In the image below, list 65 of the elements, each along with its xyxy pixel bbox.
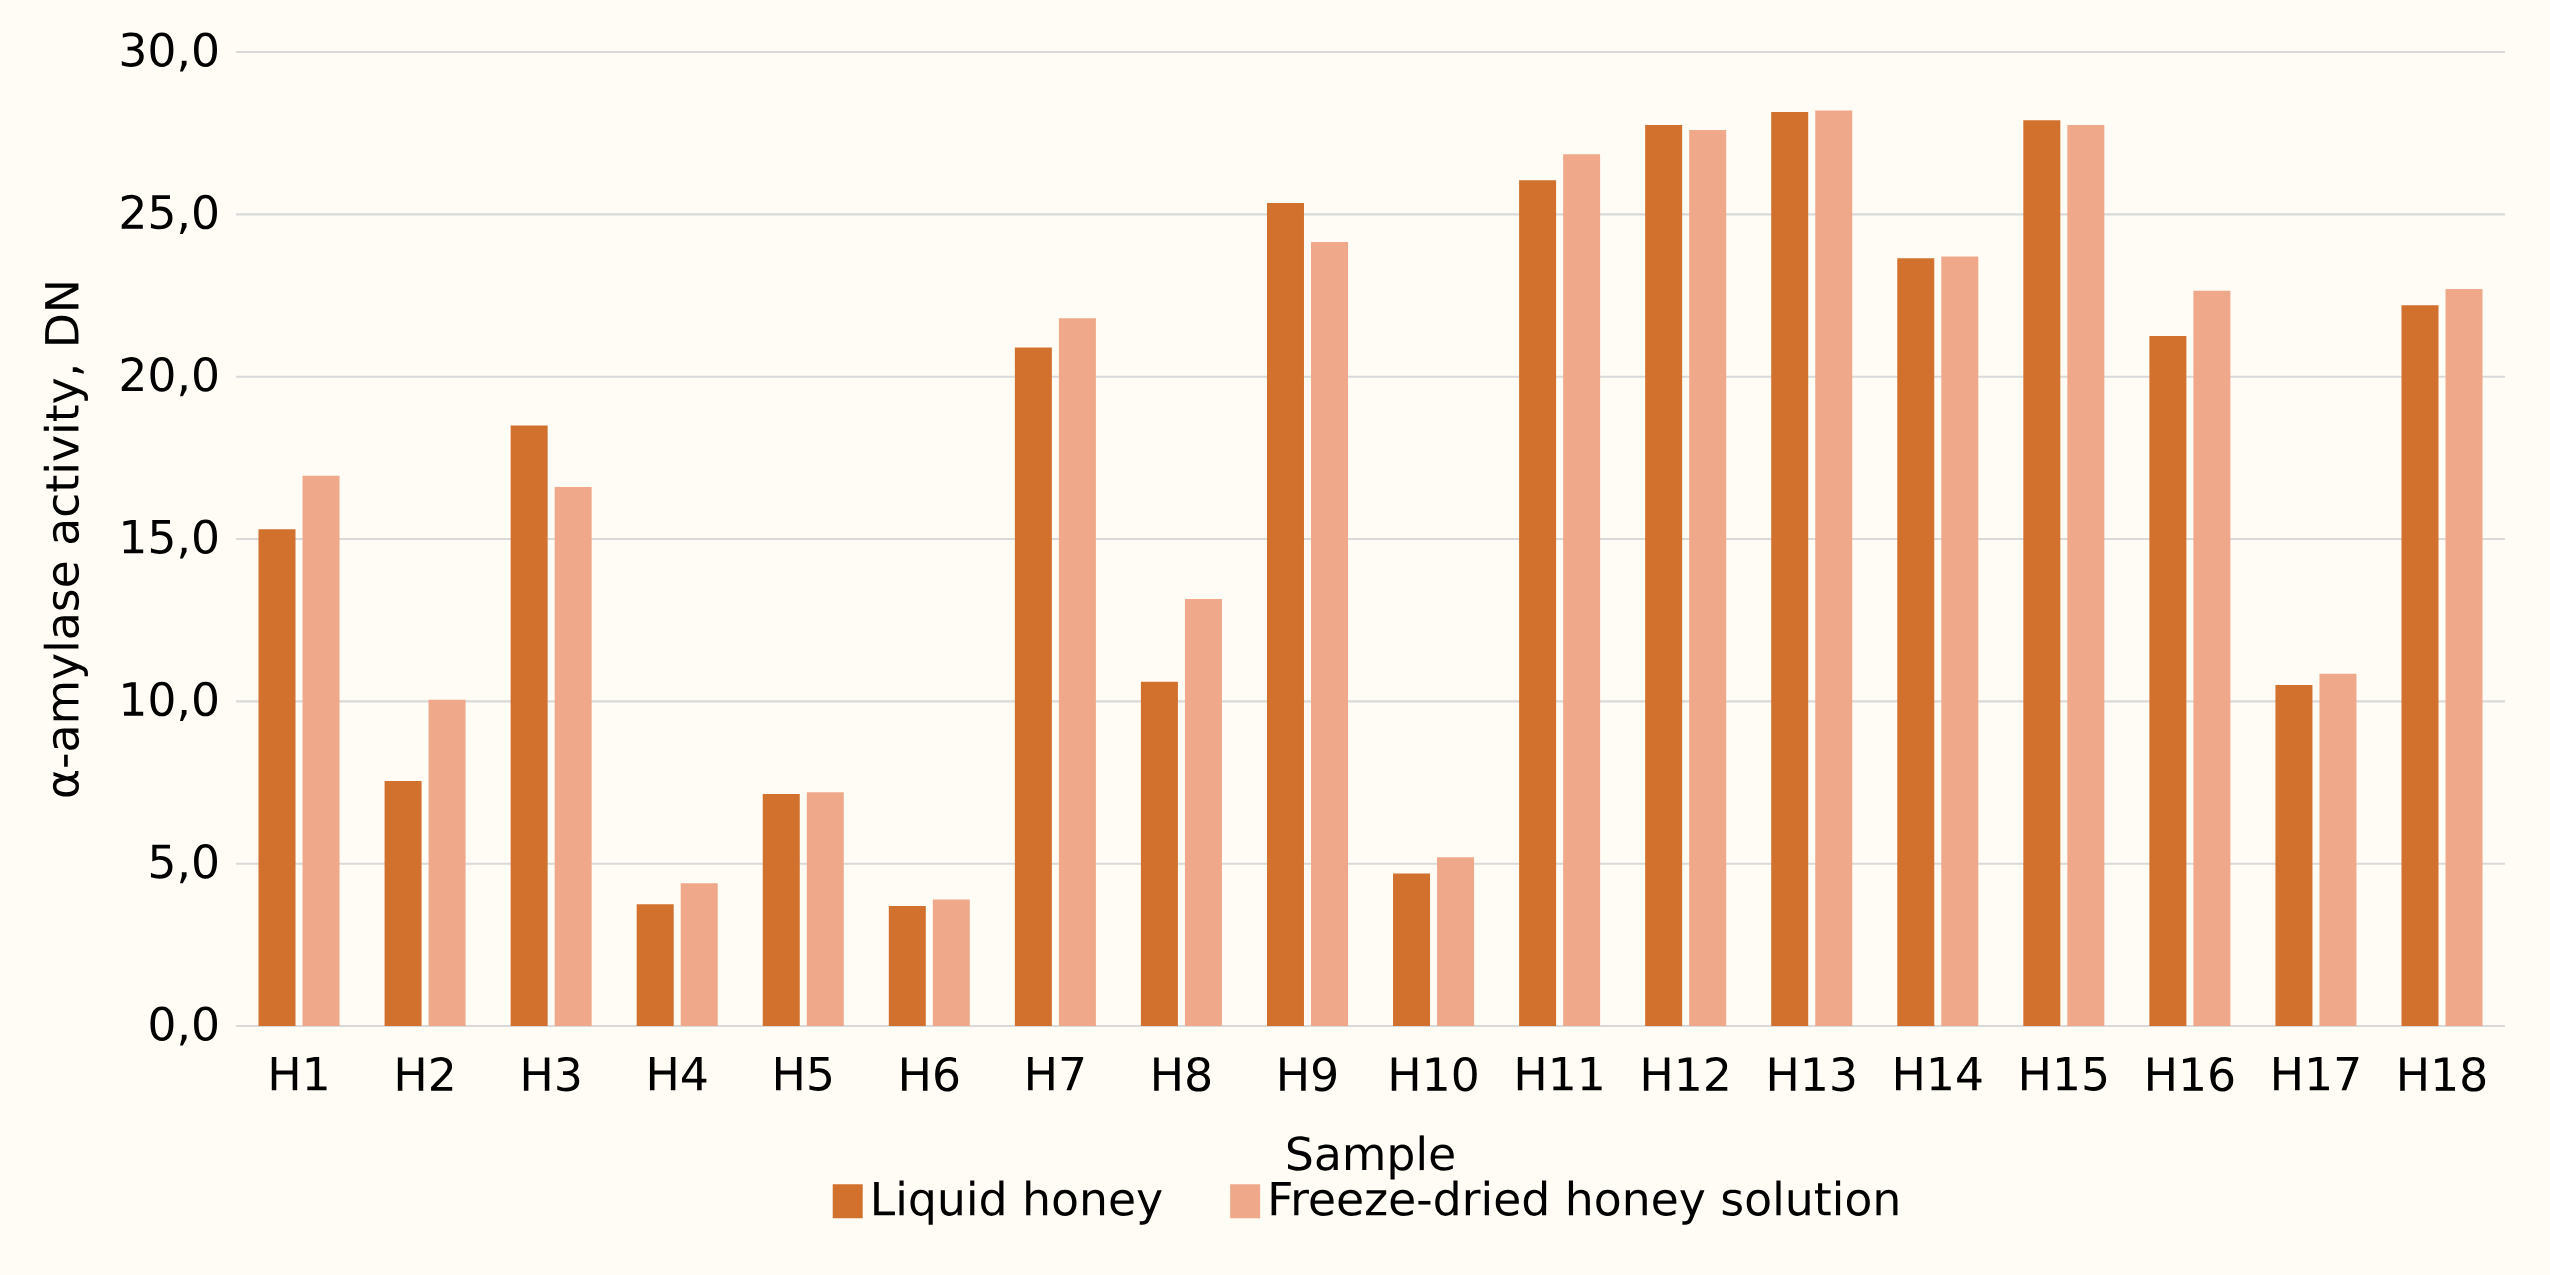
bar (680, 883, 718, 1027)
bar (2067, 125, 2105, 1027)
x-tick-label: H9 (1280, 1056, 1336, 1092)
bar (1014, 347, 1052, 1027)
bar (1311, 241, 1349, 1027)
bar (1393, 873, 1431, 1027)
bar (1941, 256, 1979, 1027)
y-tick-label: 20,0 (121, 357, 217, 397)
y-tick-label: 5,0 (150, 844, 218, 884)
bar (302, 475, 340, 1027)
bar (1815, 110, 1853, 1027)
legend-label: Freeze-dried honey solution (1271, 1180, 1898, 1225)
x-tick-label: H12 (1643, 1056, 1728, 1091)
x-tick-label: H4 (649, 1056, 707, 1091)
bar (554, 487, 592, 1027)
y-tick-label: 0,0 (150, 1006, 218, 1046)
bar (1058, 318, 1096, 1027)
bar (1184, 599, 1222, 1027)
y-tick-label: 25,0 (121, 194, 217, 234)
x-tick-label: H18 (2400, 1056, 2486, 1092)
bar (1519, 180, 1557, 1027)
bar (2149, 336, 2187, 1027)
bar (1771, 112, 1809, 1027)
bar (258, 529, 296, 1027)
x-tick-label: H11 (1517, 1056, 1602, 1091)
y-tick-label: 10,0 (123, 681, 217, 721)
x-axis-title: Sample (1287, 1135, 1454, 1180)
legend-label: Liquid honey (874, 1180, 1162, 1225)
bar (1140, 681, 1178, 1027)
x-tick-label: H8 (1154, 1056, 1211, 1092)
bar (2193, 290, 2231, 1027)
bar (1266, 202, 1304, 1027)
bar (2023, 120, 2061, 1027)
x-tick-label: H17 (2274, 1056, 2359, 1091)
bar (2401, 305, 2439, 1027)
bar (2319, 673, 2357, 1027)
x-tick-label: H15 (2022, 1056, 2107, 1091)
bar (932, 899, 970, 1027)
bar (636, 904, 674, 1027)
y-axis-title: α-amylase activity, DN (43, 283, 88, 797)
bar (1689, 129, 1727, 1027)
x-tick-label: H3 (523, 1056, 580, 1092)
bar (2275, 685, 2313, 1027)
x-tick-label: H7 (1028, 1056, 1084, 1091)
x-tick-label: H14 (1896, 1056, 1982, 1091)
x-tick-label: H6 (902, 1056, 959, 1092)
x-tick-label: H10 (1391, 1056, 1477, 1092)
y-tick-label: 15,0 (123, 519, 217, 559)
bar (1437, 857, 1475, 1027)
bar (1645, 125, 1683, 1027)
bar (384, 780, 422, 1027)
y-tick-label: 30,0 (121, 32, 217, 72)
bar (2445, 289, 2483, 1027)
bar (428, 699, 466, 1027)
x-tick-label: H2 (397, 1056, 453, 1091)
bar (762, 793, 800, 1027)
bar (510, 425, 548, 1027)
bar (1563, 154, 1601, 1027)
bar (806, 792, 844, 1027)
x-tick-label: H5 (776, 1056, 831, 1091)
x-tick-label: H1 (271, 1056, 327, 1091)
bar (888, 905, 926, 1027)
x-tick-label: H13 (1769, 1056, 1855, 1092)
bar (1897, 258, 1935, 1027)
x-tick-label: H16 (2148, 1056, 2234, 1092)
